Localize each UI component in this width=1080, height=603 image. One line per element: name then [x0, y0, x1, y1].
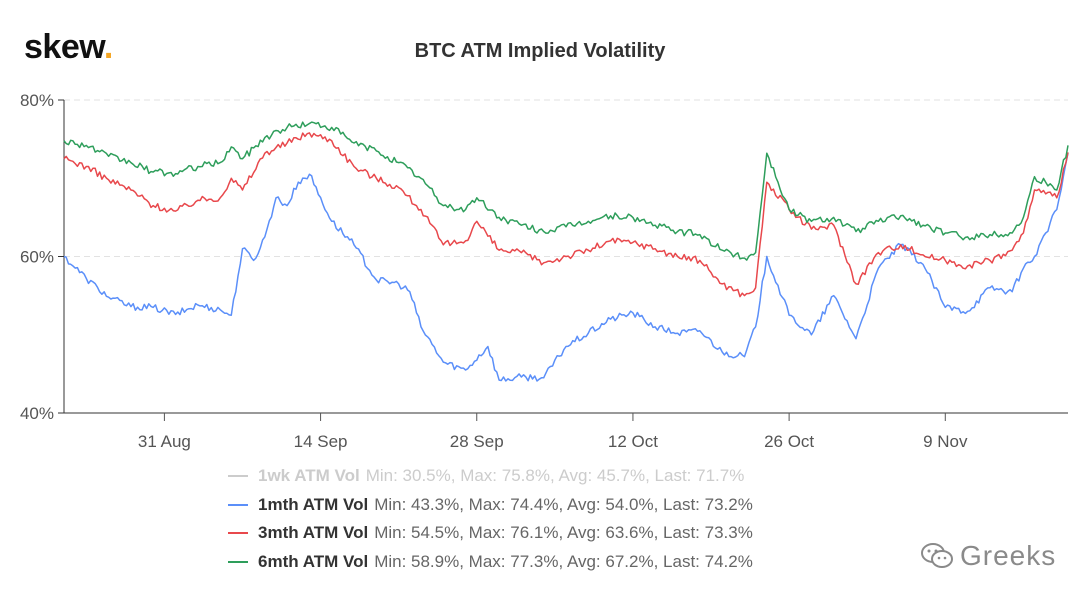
x-tick-label: 28 Sep	[450, 432, 504, 451]
legend-swatch	[228, 532, 248, 535]
chart-legend: 1wk ATM Vol Min: 30.5%, Max: 75.8%, Avg: …	[228, 462, 753, 576]
brand-name: skew	[24, 28, 104, 66]
brand-dot: .	[103, 28, 113, 66]
watermark: Greeks	[920, 540, 1056, 572]
legend-series-stats: Min: 54.5%, Max: 76.1%, Avg: 63.6%, Last…	[374, 523, 753, 542]
series-line-6mth	[63, 121, 1069, 261]
volatility-chart: 40% 60% 80% 31 Aug 14 Sep 28 Sep 12 Oct 26 Oct 9…	[20, 91, 1069, 451]
legend-series-name: 3mth ATM Vol	[258, 523, 369, 542]
y-tick-label: 80%	[20, 91, 54, 110]
legend-swatch	[228, 560, 248, 563]
legend-series-name: 6mth ATM Vol	[258, 551, 369, 571]
legend-item-6mth[interactable]: 6mth ATM Vol Min: 58.9%, Max: 77.3%, Avg:…	[228, 548, 753, 577]
x-tick-label: 31 Aug	[138, 432, 191, 451]
wechat-icon	[921, 543, 953, 568]
legend-series-stats: Min: 58.9%, Max: 77.3%, Avg: 67.2%, Last…	[374, 551, 753, 571]
x-tick-label: 14 Sep	[294, 432, 348, 451]
legend-series-name: 1wk ATM Vol	[258, 466, 360, 485]
series-line-3mth	[63, 132, 1069, 298]
legend-item-3mth[interactable]: 3mth ATM Vol Min: 54.5%, Max: 76.1%, Avg:…	[228, 519, 753, 548]
y-tick-label: 60%	[20, 248, 54, 267]
x-tick-label: 12 Oct	[608, 432, 658, 451]
legend-item-1mth[interactable]: 1mth ATM Vol Min: 43.3%, Max: 74.4%, Avg:…	[228, 491, 753, 520]
legend-series-stats: Min: 43.3%, Max: 74.4%, Avg: 54.0%, Last…	[374, 494, 753, 514]
legend-series-name: 1mth ATM Vol	[258, 494, 369, 514]
skew-logo: skew.	[24, 28, 113, 67]
series-line-1mth	[63, 153, 1069, 382]
legend-item-1wk[interactable]: 1wk ATM Vol Min: 30.5%, Max: 75.8%, Avg: …	[228, 462, 753, 491]
x-tick-label: 9 Nov	[923, 432, 968, 451]
chart-title: BTC ATM Implied Volatility	[414, 40, 666, 62]
legend-series-stats: Min: 30.5%, Max: 75.8%, Avg: 45.7%, Last…	[365, 466, 745, 485]
legend-swatch	[228, 503, 248, 506]
x-tick-label: 26 Oct	[764, 432, 814, 451]
y-tick-label: 40%	[20, 404, 54, 423]
legend-swatch	[228, 475, 248, 478]
watermark-text: Greeks	[960, 540, 1057, 571]
